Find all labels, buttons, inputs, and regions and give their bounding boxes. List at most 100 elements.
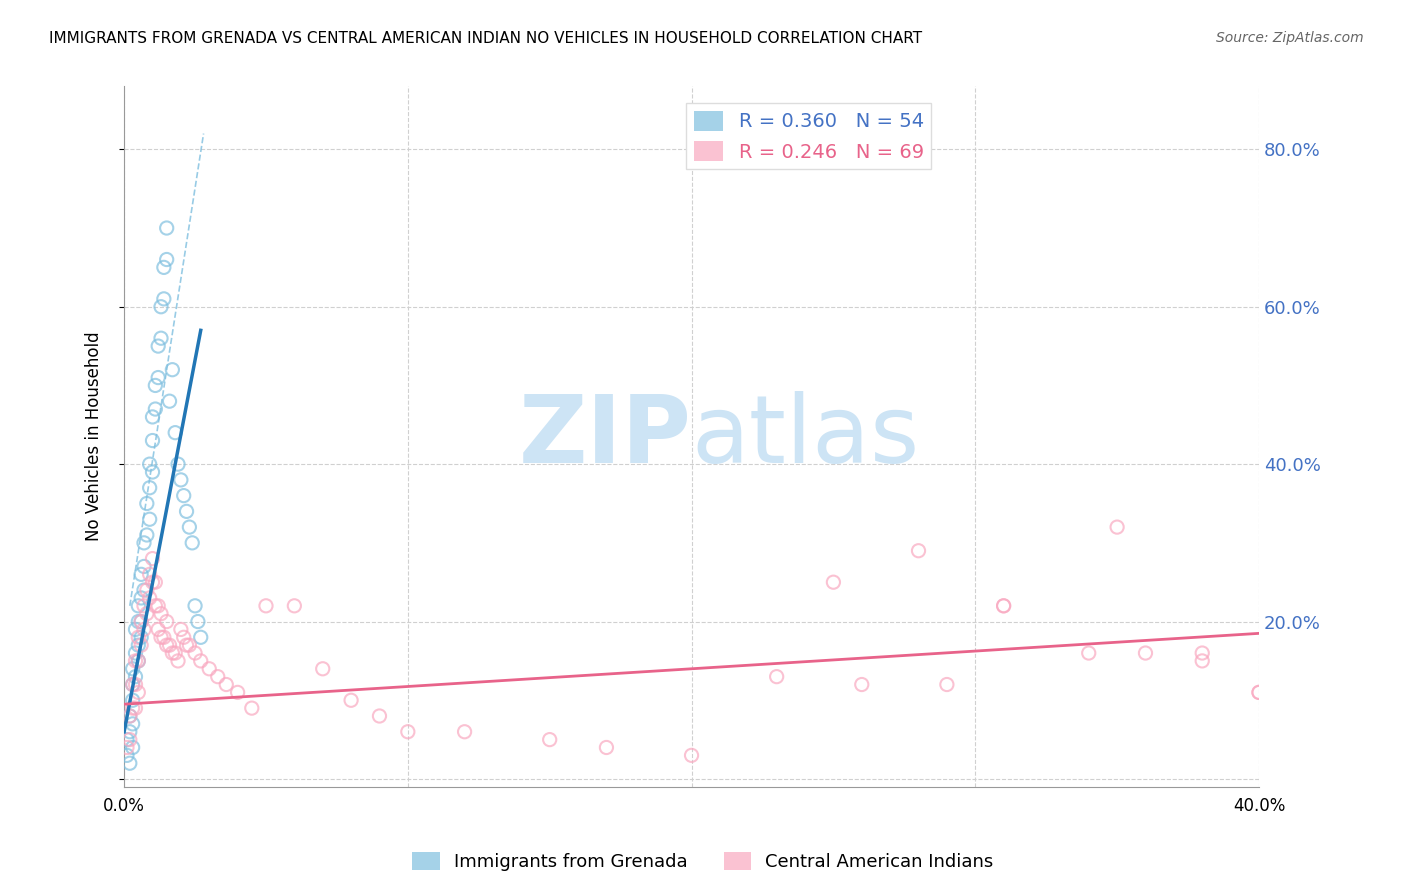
Point — [141, 434, 163, 448]
Point — [135, 583, 157, 598]
Point — [156, 221, 179, 235]
Point — [190, 630, 212, 644]
Point — [159, 638, 181, 652]
Point — [1191, 654, 1213, 668]
Point — [179, 638, 201, 652]
Point — [121, 693, 143, 707]
Point — [207, 670, 229, 684]
Point — [135, 607, 157, 621]
Point — [1107, 520, 1129, 534]
Point — [127, 654, 149, 668]
Point — [184, 599, 207, 613]
Point — [156, 638, 179, 652]
Point — [127, 654, 149, 668]
Point — [595, 740, 617, 755]
Point — [150, 607, 173, 621]
Point — [1191, 646, 1213, 660]
Point — [153, 260, 176, 275]
Point — [124, 701, 146, 715]
Point — [162, 646, 184, 660]
Point — [162, 362, 184, 376]
Point — [156, 252, 179, 267]
Point — [173, 489, 195, 503]
Point — [190, 654, 212, 668]
Point — [127, 638, 149, 652]
Point — [148, 623, 170, 637]
Point — [129, 615, 152, 629]
Legend: Immigrants from Grenada, Central American Indians: Immigrants from Grenada, Central America… — [405, 845, 1001, 879]
Point — [148, 339, 170, 353]
Point — [198, 662, 221, 676]
Point — [121, 677, 143, 691]
Point — [226, 685, 249, 699]
Point — [396, 724, 419, 739]
Point — [143, 402, 166, 417]
Point — [124, 654, 146, 668]
Legend: R = 0.360   N = 54, R = 0.246   N = 69: R = 0.360 N = 54, R = 0.246 N = 69 — [686, 103, 932, 169]
Point — [765, 670, 787, 684]
Point — [124, 623, 146, 637]
Point — [143, 599, 166, 613]
Point — [150, 300, 173, 314]
Point — [148, 599, 170, 613]
Point — [138, 481, 160, 495]
Point — [167, 654, 190, 668]
Point — [340, 693, 363, 707]
Point — [135, 528, 157, 542]
Point — [1247, 685, 1270, 699]
Point — [153, 630, 176, 644]
Point — [129, 567, 152, 582]
Point — [181, 536, 204, 550]
Point — [143, 378, 166, 392]
Point — [176, 638, 198, 652]
Point — [312, 662, 335, 676]
Point — [159, 394, 181, 409]
Point — [1247, 685, 1270, 699]
Point — [138, 591, 160, 605]
Point — [127, 599, 149, 613]
Text: Source: ZipAtlas.com: Source: ZipAtlas.com — [1216, 31, 1364, 45]
Point — [173, 630, 195, 644]
Point — [127, 615, 149, 629]
Point — [538, 732, 561, 747]
Point — [124, 677, 146, 691]
Point — [165, 425, 187, 440]
Point — [118, 709, 141, 723]
Point — [254, 599, 277, 613]
Point — [150, 331, 173, 345]
Point — [129, 615, 152, 629]
Point — [118, 732, 141, 747]
Point — [127, 685, 149, 699]
Point — [165, 646, 187, 660]
Point — [453, 724, 475, 739]
Y-axis label: No Vehicles in Household: No Vehicles in Household — [86, 332, 103, 541]
Point — [851, 677, 873, 691]
Point — [138, 457, 160, 471]
Point — [132, 623, 155, 637]
Point — [141, 465, 163, 479]
Point — [129, 630, 152, 644]
Point — [132, 599, 155, 613]
Text: IMMIGRANTS FROM GRENADA VS CENTRAL AMERICAN INDIAN NO VEHICLES IN HOUSEHOLD CORR: IMMIGRANTS FROM GRENADA VS CENTRAL AMERI… — [49, 31, 922, 46]
Point — [115, 748, 138, 763]
Point — [935, 677, 957, 691]
Point — [368, 709, 391, 723]
Point — [115, 732, 138, 747]
Point — [187, 615, 209, 629]
Point — [156, 615, 179, 629]
Point — [141, 409, 163, 424]
Point — [118, 756, 141, 771]
Point — [184, 646, 207, 660]
Point — [240, 701, 263, 715]
Point — [148, 370, 170, 384]
Point — [121, 677, 143, 691]
Point — [121, 717, 143, 731]
Point — [141, 575, 163, 590]
Point — [124, 670, 146, 684]
Point — [132, 536, 155, 550]
Point — [179, 520, 201, 534]
Point — [993, 599, 1015, 613]
Point — [138, 567, 160, 582]
Point — [135, 496, 157, 510]
Point — [124, 646, 146, 660]
